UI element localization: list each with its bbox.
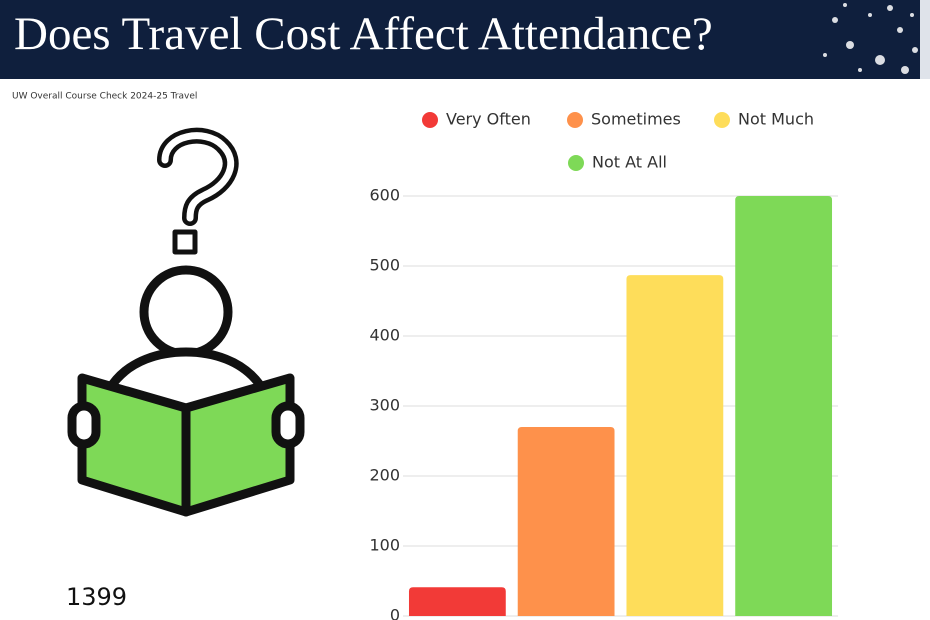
legend-swatch [422,112,438,128]
total-annotation: 1399 [66,583,127,611]
y-tick-label: 400 [369,326,400,345]
reader-illustration [67,127,305,517]
y-tick-label: 200 [369,466,400,485]
bar [735,196,833,616]
banner-edge [920,0,930,79]
y-tick-label: 500 [369,256,400,275]
legend-swatch [568,155,584,171]
bar [517,427,615,616]
legend-label: Very Often [446,110,531,129]
subtitle: UW Overall Course Check 2024-25 Travel [12,92,197,102]
y-tick-label: 100 [369,536,400,555]
y-tick-label: 0 [390,606,400,620]
legend-label: Sometimes [591,110,681,129]
title: Does Travel Cost Affect Attendance? [14,8,713,60]
banner-texture [823,3,918,74]
legend-label: Not At All [592,153,667,172]
y-tick-label: 600 [369,186,400,205]
y-tick-label: 300 [369,396,400,415]
legend-swatch [714,112,730,128]
bar [626,275,724,616]
header-banner [0,0,920,79]
bar [408,587,506,616]
legend-label: Not Much [738,110,814,129]
legend-swatch [567,112,583,128]
